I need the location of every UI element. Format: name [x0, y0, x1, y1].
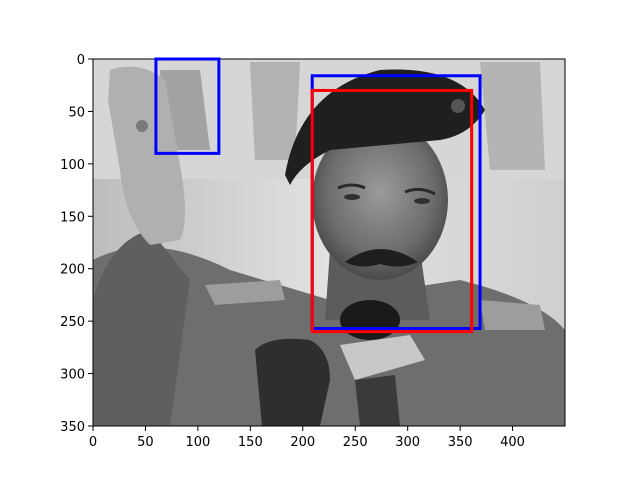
y-tick-label: 0 [77, 53, 85, 68]
bounding-box-3 [310, 88, 474, 334]
eye-left [344, 194, 360, 200]
y-tick-label: 350 [60, 420, 85, 435]
x-tick-label: 200 [290, 435, 315, 450]
beret-badge [451, 99, 465, 113]
microphone [255, 338, 330, 426]
eye-right [414, 198, 430, 204]
microphone-head [340, 300, 400, 340]
microphone-stand [355, 375, 400, 426]
x-tick-label: 50 [137, 435, 154, 450]
microphone-label [340, 335, 425, 380]
x-tick-label: 400 [500, 435, 525, 450]
epaulette-right [480, 300, 545, 330]
eyebrow-right [404, 187, 436, 196]
image-area [93, 59, 565, 426]
epaulette-left [205, 280, 285, 305]
y-axis: 0 50 100 150 200 250 300 350 [60, 53, 93, 435]
bounding-box-1 [154, 57, 221, 155]
x-tick-label: 150 [238, 435, 263, 450]
y-tick-label: 300 [60, 368, 85, 383]
banner-letter [250, 62, 300, 160]
y-tick-label: 50 [68, 105, 85, 120]
y-tick-label: 100 [60, 158, 85, 173]
x-tick-label: 100 [185, 435, 210, 450]
eyebrow-left [337, 183, 366, 190]
x-tick-label: 0 [89, 435, 97, 450]
banner-letter [480, 62, 545, 170]
bounding-boxes [154, 57, 482, 334]
x-tick-label: 300 [395, 435, 420, 450]
y-tick-label: 200 [60, 263, 85, 278]
raised-hand [108, 66, 185, 246]
axes-frame [92, 58, 566, 427]
x-tick-label: 250 [343, 435, 368, 450]
beret [285, 69, 485, 185]
uniform-left [93, 230, 190, 426]
mustache [345, 249, 418, 267]
face [312, 120, 448, 280]
ring [136, 120, 148, 132]
x-axis: 0 50 100 150 200 250 300 350 400 [89, 426, 525, 450]
x-tick-label: 350 [448, 435, 473, 450]
y-tick-label: 150 [60, 210, 85, 225]
y-tick-label: 250 [60, 315, 85, 330]
